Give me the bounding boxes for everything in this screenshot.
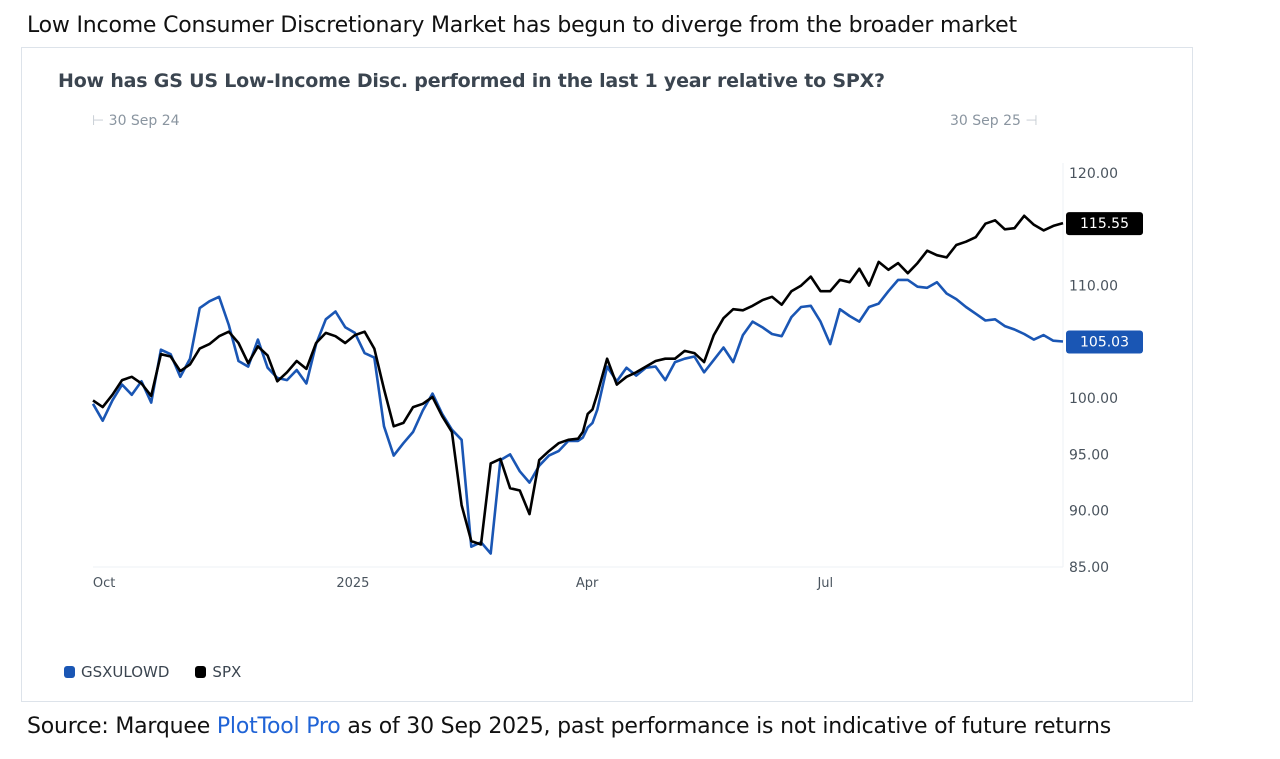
page-headline: Low Income Consumer Discretionary Market… bbox=[27, 13, 1017, 38]
legend-label-gsxulowd: GSXULOWD bbox=[81, 663, 170, 681]
legend-item-spx[interactable]: SPX bbox=[195, 663, 241, 681]
last-value-text: 115.55 bbox=[1080, 216, 1129, 232]
last-value-badge bbox=[1066, 212, 1143, 236]
x-tick-label: Oct bbox=[93, 576, 115, 591]
y-tick-label: 120.00 bbox=[1069, 166, 1118, 182]
range-end-bracket-icon: ⊣ bbox=[1025, 113, 1038, 129]
source-prefix: Source: Marquee bbox=[27, 714, 217, 739]
last-value-text: 105.03 bbox=[1080, 335, 1129, 351]
legend-item-gsxulowd[interactable]: GSXULOWD bbox=[64, 663, 169, 681]
source-suffix: as of 30 Sep 2025, past performance is n… bbox=[340, 714, 1111, 739]
series-line-gsxulowd[interactable] bbox=[91, 278, 1064, 555]
chart-title: How has GS US Low-Income Disc. performed… bbox=[58, 70, 885, 92]
range-end-label: 30 Sep 25 bbox=[950, 113, 1021, 129]
x-tick-label: Jul bbox=[816, 576, 833, 591]
range-end-marker[interactable]: 30 Sep 25 ⊣ bbox=[950, 113, 1038, 129]
last-value-badge bbox=[1066, 330, 1143, 354]
series-line-spx[interactable] bbox=[92, 214, 1064, 546]
last-value-label-spx: 115.55 bbox=[1066, 212, 1143, 236]
source-note: Source: Marquee PlotTool Pro as of 30 Se… bbox=[27, 714, 1111, 739]
line-chart[interactable]: 120.00 110.00 100.00 95.00 90.00 85.00 Oct 2025… bbox=[22, 48, 1194, 703]
y-tick-label: 95.00 bbox=[1069, 447, 1109, 463]
x-tick-label: Apr bbox=[576, 576, 599, 591]
y-tick-label: 110.00 bbox=[1069, 279, 1118, 295]
y-tick-label: 100.00 bbox=[1069, 391, 1118, 407]
legend-swatch-spx bbox=[195, 666, 207, 678]
range-start-marker[interactable]: ⊢ 30 Sep 24 bbox=[92, 113, 180, 129]
plottool-pro-link[interactable]: PlotTool Pro bbox=[216, 714, 341, 739]
chart-legend: GSXULOWD SPX bbox=[64, 663, 241, 681]
range-start-bracket-icon: ⊢ bbox=[92, 113, 105, 129]
legend-swatch-gsxulowd bbox=[64, 666, 75, 678]
legend-label-spx: SPX bbox=[212, 663, 242, 681]
y-tick-label: 90.00 bbox=[1069, 504, 1109, 520]
chart-card: How has GS US Low-Income Disc. performed… bbox=[21, 47, 1193, 702]
last-value-label-gsxulowd: 105.03 bbox=[1066, 330, 1143, 354]
range-start-label: 30 Sep 24 bbox=[108, 113, 180, 129]
x-tick-label: 2025 bbox=[336, 576, 369, 591]
y-tick-label: 85.00 bbox=[1069, 560, 1109, 576]
